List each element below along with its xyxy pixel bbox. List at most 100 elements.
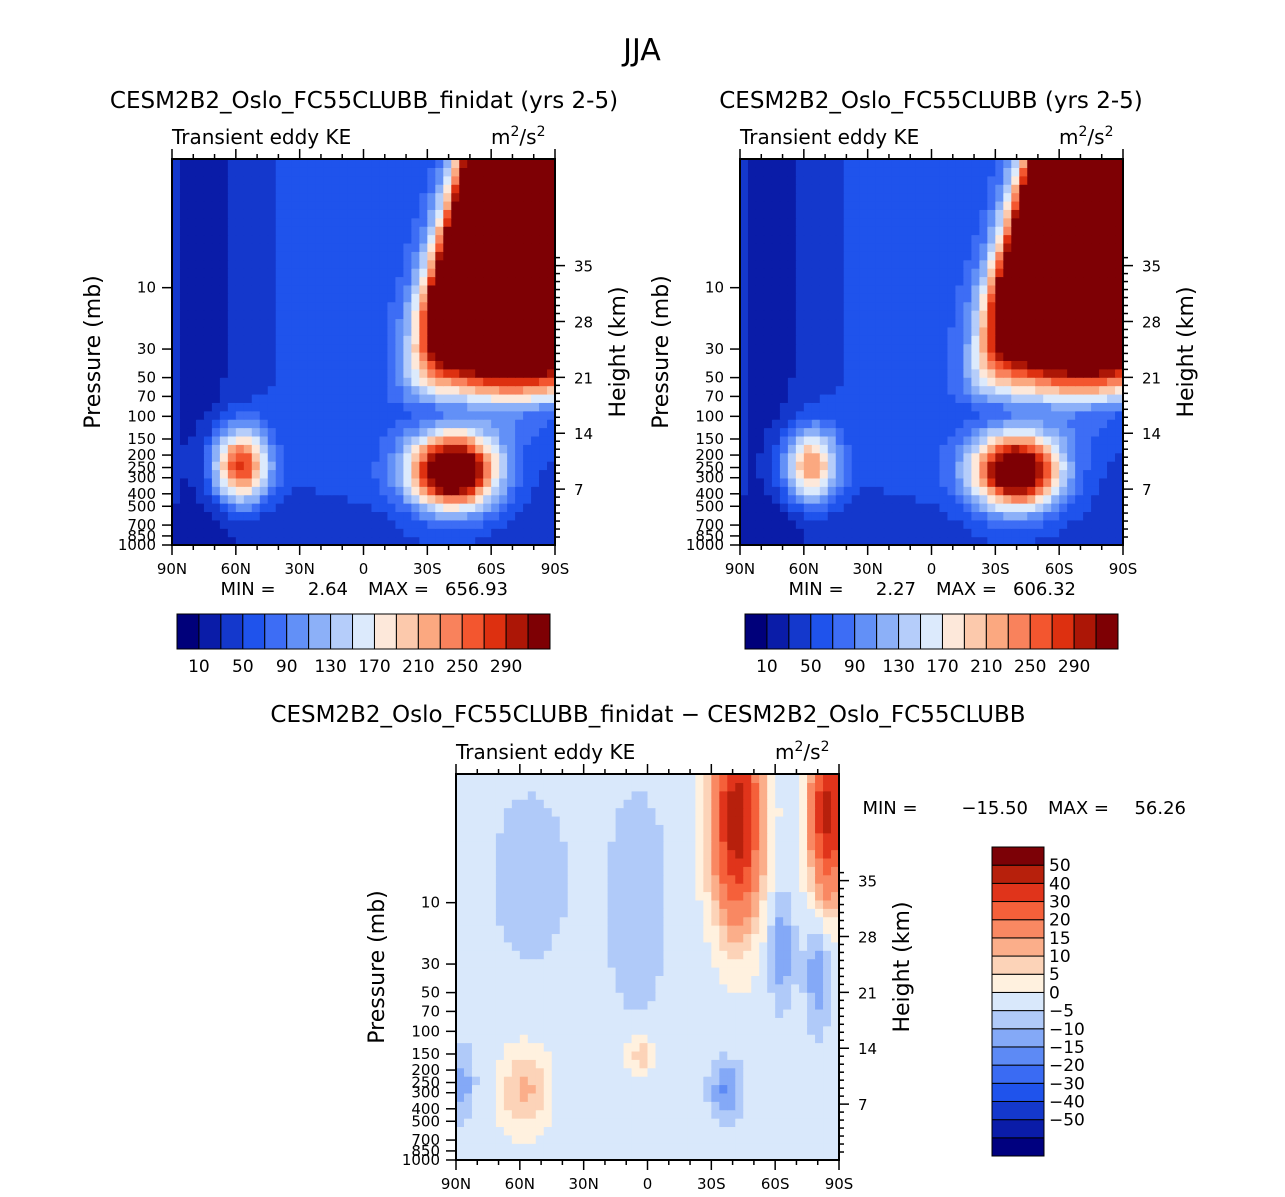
field-cell [931,175,941,185]
field-cell [339,393,349,403]
field-cell [323,175,333,185]
field-cell [939,226,949,236]
field-cell [1067,234,1076,244]
field-cell [923,452,933,462]
field-cell [435,494,444,504]
field-cell [995,217,1004,227]
field-cell [883,435,893,445]
field-cell [1067,167,1076,177]
field-cell [291,385,301,395]
field-cell [211,503,221,513]
field-cell [515,209,524,219]
field-cell [387,368,397,378]
field-cell [891,167,901,177]
field-cell [1011,352,1020,361]
field-cell [771,435,781,445]
field-cell [947,385,957,395]
field-cell [315,469,325,479]
field-cell [379,452,389,462]
p-tick-label: 150 [127,430,156,448]
field-cell [1059,410,1068,420]
x-tick-label: 60N [789,560,819,578]
field-cell [803,335,813,345]
field-cell [379,175,389,185]
field-cell [355,444,365,454]
field-cell [907,268,917,278]
field-cell [451,503,460,513]
field-cell [363,368,373,378]
field-cell [1067,503,1076,513]
field-cell [499,444,508,454]
field-cell [763,385,773,395]
field-cell [763,368,773,378]
field-cell [419,410,428,420]
field-cell [915,326,925,336]
field-cell [547,276,556,286]
field-cell [1019,503,1028,513]
field-cell [835,452,845,462]
field-cell [1067,217,1076,227]
field-cell [211,167,221,177]
field-cell [883,477,893,487]
field-cell [363,494,373,504]
field-cell [331,519,341,529]
field-cell [755,326,765,336]
field-cell [963,377,972,387]
field-cell [835,200,845,210]
field-cell [459,444,468,454]
field-cell [1059,452,1068,462]
field-cell [819,360,829,370]
field-cell [499,226,508,236]
field-cell [1011,200,1020,210]
field-cell [511,1151,521,1161]
field-cell [275,326,285,336]
field-cell [779,259,789,269]
field-cell [1099,209,1108,219]
field-cell [1115,519,1124,529]
field-cell [939,234,949,244]
field-cell [187,368,197,378]
field-cell [987,519,996,529]
field-cell [499,494,508,504]
field-cell [843,192,853,202]
field-cell [835,427,845,437]
field-cell [735,1126,744,1136]
field-cell [835,435,845,445]
field-cell [491,159,500,168]
field-cell [1003,226,1012,236]
field-cell [347,159,357,168]
field-cell [427,234,436,244]
field-cell [283,461,293,471]
field-cell [275,293,285,303]
field-cell [275,469,285,479]
field-cell [235,452,245,462]
field-cell [955,469,965,479]
field-cell [187,318,197,328]
field-cell [395,503,404,513]
field-cell [355,167,365,177]
field-cell [243,377,253,387]
field-cell [355,503,365,513]
field-cell [187,259,197,269]
field-cell [915,318,925,328]
field-cell [543,1118,553,1128]
field-cell [823,1143,832,1153]
field-cell [1067,419,1076,429]
field-cell [875,184,885,194]
field-cell [387,343,397,353]
field-cell [1027,310,1036,320]
field-cell [531,251,540,261]
field-cell [179,528,189,538]
field-cell [435,435,444,445]
field-cell [559,1126,569,1136]
field-cell [267,528,277,538]
field-cell [795,175,805,185]
field-cell [947,284,957,294]
field-cell [1027,452,1036,462]
field-cell [1051,486,1060,496]
field-cell [795,402,805,412]
field-cell [939,419,949,429]
field-cell [267,494,277,504]
field-cell [1019,360,1028,370]
field-cell [1083,536,1092,546]
